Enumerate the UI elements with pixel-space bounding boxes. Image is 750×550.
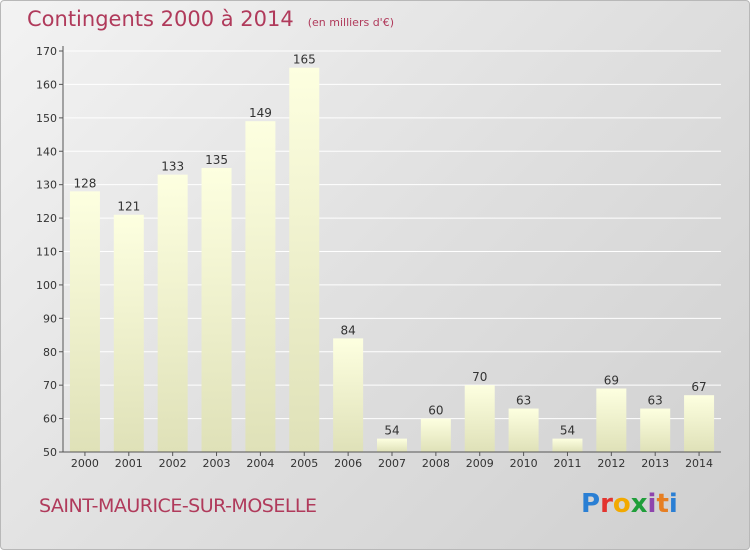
data-label: 70 [472, 370, 487, 384]
x-tick-label: 2005 [290, 457, 318, 470]
y-tick-label: 170 [36, 45, 57, 58]
y-tick-label: 120 [36, 212, 57, 225]
data-label: 69 [604, 374, 619, 388]
y-tick-label: 90 [43, 312, 57, 325]
x-tick-label: 2001 [115, 457, 143, 470]
x-tick-label: 2011 [553, 457, 581, 470]
bar [464, 385, 495, 452]
bar [289, 67, 320, 452]
x-tick-label: 2003 [203, 457, 231, 470]
bar [508, 408, 539, 452]
y-tick-label: 50 [43, 446, 57, 459]
logo-letter: i [668, 489, 678, 519]
data-label: 63 [516, 394, 531, 408]
y-tick-label: 110 [36, 246, 57, 259]
x-tick-label: 2012 [597, 457, 625, 470]
x-tick-label: 2010 [510, 457, 538, 470]
logo-letter: t [656, 489, 669, 519]
logo-letter: o [612, 489, 631, 519]
y-tick-label: 150 [36, 112, 57, 125]
y-tick-label: 130 [36, 179, 57, 192]
logo-letter: i [647, 489, 657, 519]
logo-letter: P [581, 489, 601, 519]
axes: 50 60 70 80 90 100 110 120 130 140 150 160 170 2000 20… [36, 45, 721, 470]
bar [377, 438, 407, 452]
y-tick-label: 70 [43, 379, 57, 392]
data-label: 133 [161, 160, 184, 174]
proxiti-logo[interactable]: Proxiti [581, 489, 678, 519]
data-label: 54 [560, 424, 575, 438]
data-label: 67 [691, 380, 706, 394]
bar [245, 121, 276, 453]
logo-letter: r [600, 489, 613, 519]
x-tick-label: 2002 [159, 457, 187, 470]
data-labels: 128 121 133 135 149 165 84 54 60 70 63 54 69 63 67 [73, 53, 706, 438]
data-label: 165 [293, 53, 316, 67]
data-label: 135 [205, 153, 228, 167]
bar [333, 338, 364, 452]
bar [420, 418, 451, 452]
chart-subtitle: (en milliers d'€) [307, 16, 394, 29]
x-tick-label: 2014 [685, 457, 713, 470]
x-tick-label: 2000 [71, 457, 99, 470]
x-tick-label: 2006 [334, 457, 362, 470]
logo-letter: x [630, 489, 648, 519]
y-tick-label: 160 [36, 78, 57, 91]
x-tick-label: 2008 [422, 457, 450, 470]
bar [684, 395, 715, 452]
bars [69, 67, 715, 453]
y-tick-label: 80 [43, 346, 57, 359]
x-tick-label: 2007 [378, 457, 406, 470]
bar [201, 167, 232, 453]
data-label: 121 [117, 200, 140, 214]
data-label: 60 [428, 404, 443, 418]
bar [596, 388, 627, 452]
y-tick-label: 60 [43, 413, 57, 426]
town-name: SAINT-MAURICE-SUR-MOSELLE [39, 495, 317, 517]
data-label: 84 [340, 323, 355, 337]
x-tick-label: 2004 [246, 457, 274, 470]
y-tick-label: 100 [36, 279, 57, 292]
x-tick-label: 2009 [466, 457, 494, 470]
bar [552, 438, 583, 452]
chart-title-text: Contingents 2000 à 2014 [27, 7, 294, 31]
bar [157, 174, 188, 452]
data-label: 63 [648, 394, 663, 408]
data-label: 54 [384, 424, 399, 438]
chart-title: Contingents 2000 à 2014 (en milliers d'€) [27, 7, 394, 31]
x-tick-label: 2013 [641, 457, 669, 470]
data-label: 128 [73, 176, 96, 190]
y-tick-label: 140 [36, 145, 57, 158]
data-label: 149 [249, 106, 272, 120]
bar [69, 191, 100, 452]
bar [640, 408, 671, 452]
bar [113, 214, 144, 452]
